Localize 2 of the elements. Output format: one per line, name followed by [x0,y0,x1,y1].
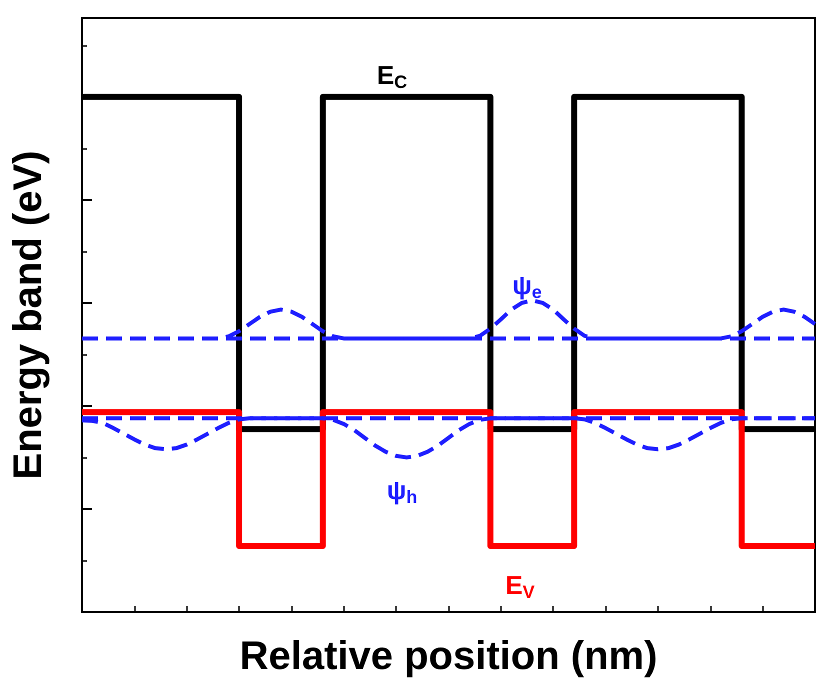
x-axis-title: Relative position (nm) [240,634,658,678]
y-axis-title: Energy band (eV) [6,150,50,480]
